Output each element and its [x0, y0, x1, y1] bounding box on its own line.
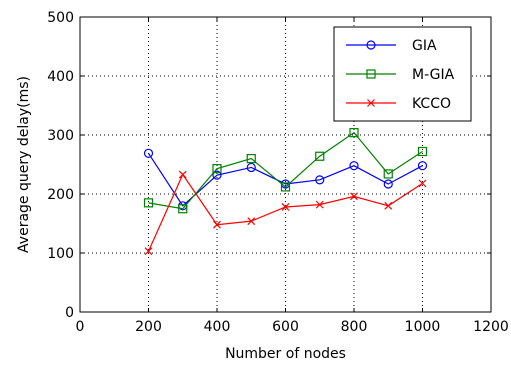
data-point-m-gia — [143, 198, 154, 208]
x-tick-label: 200 — [135, 319, 162, 335]
data-point-gia — [315, 175, 325, 185]
x-tick-label: 800 — [341, 319, 368, 335]
data-point-gia — [417, 161, 428, 171]
data-point-m-gia — [280, 182, 291, 192]
x-axis-title: Number of nodes — [225, 346, 346, 362]
y-tick-label: 0 — [65, 305, 74, 321]
data-point-kcco — [178, 170, 187, 179]
y-tick-label: 200 — [47, 187, 74, 203]
data-point-gia — [349, 161, 359, 171]
data-point-kcco — [350, 192, 358, 201]
y-tick-label: 500 — [47, 10, 74, 26]
legend-label-gia: GIA — [412, 38, 437, 54]
x-tick-label: 1000 — [405, 319, 441, 335]
legend-marker-m-gia — [366, 69, 376, 79]
data-point-m-gia — [212, 164, 222, 174]
data-point-kcco — [418, 179, 427, 188]
data-point-kcco — [247, 217, 256, 226]
axis-ticks: 0 200 400 600 800 1000 1200 0 100 200 300 400 500 — [47, 10, 509, 335]
data-point-m-gia — [383, 169, 393, 179]
data-point-gia — [143, 148, 154, 158]
x-tick-label: 0 — [76, 319, 85, 335]
y-axis-title: Average query delay(ms) — [16, 76, 32, 253]
legend-label-m-gia: M-GIA — [412, 67, 455, 83]
data-point-kcco — [281, 203, 290, 211]
data-point-m-gia — [315, 151, 325, 161]
legend-marker-gia — [366, 40, 376, 50]
x-tick-label: 400 — [204, 319, 231, 335]
series-m-gia — [143, 128, 428, 214]
data-point-gia — [246, 162, 256, 173]
x-tick-label: 1200 — [473, 319, 509, 335]
y-tick-label: 300 — [47, 128, 74, 144]
x-tick-label: 600 — [272, 319, 299, 335]
data-point-gia — [212, 170, 222, 180]
grid — [80, 17, 491, 312]
data-point-kcco — [315, 200, 324, 209]
legend-marker-kcco — [367, 99, 375, 107]
series-layer — [143, 128, 428, 256]
data-point-m-gia — [246, 154, 256, 164]
legend: GIA M-GIA KCCO — [333, 26, 472, 122]
data-point-kcco — [384, 201, 393, 210]
data-point-m-gia — [178, 204, 188, 214]
legend-label-kcco: KCCO — [412, 96, 451, 112]
data-point-m-gia — [349, 128, 359, 138]
series-line-m-gia — [148, 131, 423, 210]
data-point-kcco — [144, 247, 153, 256]
y-tick-label: 100 — [47, 246, 74, 262]
y-tick-label: 400 — [47, 69, 74, 85]
data-point-kcco — [213, 220, 221, 229]
series-kcco — [144, 170, 427, 256]
data-point-m-gia — [417, 146, 428, 157]
data-point-gia — [383, 179, 393, 189]
